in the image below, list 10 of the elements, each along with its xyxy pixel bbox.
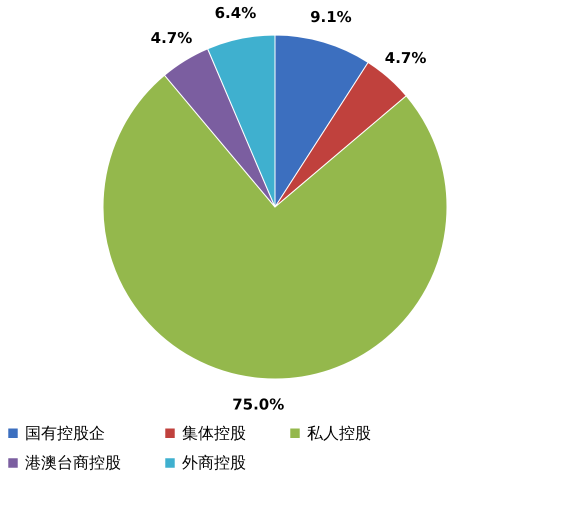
data-label: 9.1% xyxy=(310,8,352,26)
legend-label: 集体控股 xyxy=(182,423,246,442)
legend-label: 港澳台商控股 xyxy=(25,453,121,472)
legend-label: 外商控股 xyxy=(182,453,246,472)
data-label: 6.4% xyxy=(214,4,256,22)
legend-label: 国有控股企 xyxy=(25,423,105,442)
data-label: 75.0% xyxy=(232,395,284,414)
legend-label: 私人控股 xyxy=(307,423,371,442)
data-label: 4.7% xyxy=(384,49,426,68)
data-label: 4.7% xyxy=(150,29,192,48)
